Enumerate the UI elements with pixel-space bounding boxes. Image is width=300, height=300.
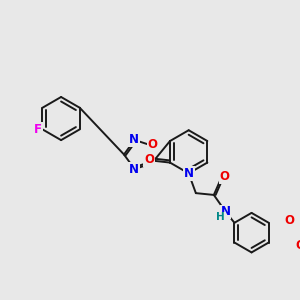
Text: O: O [148,138,158,151]
Text: H: H [216,212,224,222]
Text: O: O [220,170,230,184]
Text: O: O [284,214,294,227]
Text: N: N [129,134,139,146]
Text: O: O [295,239,300,252]
Text: O: O [144,153,154,167]
Text: N: N [184,167,194,180]
Text: N: N [220,206,230,218]
Text: F: F [34,123,42,136]
Text: N: N [129,164,139,176]
